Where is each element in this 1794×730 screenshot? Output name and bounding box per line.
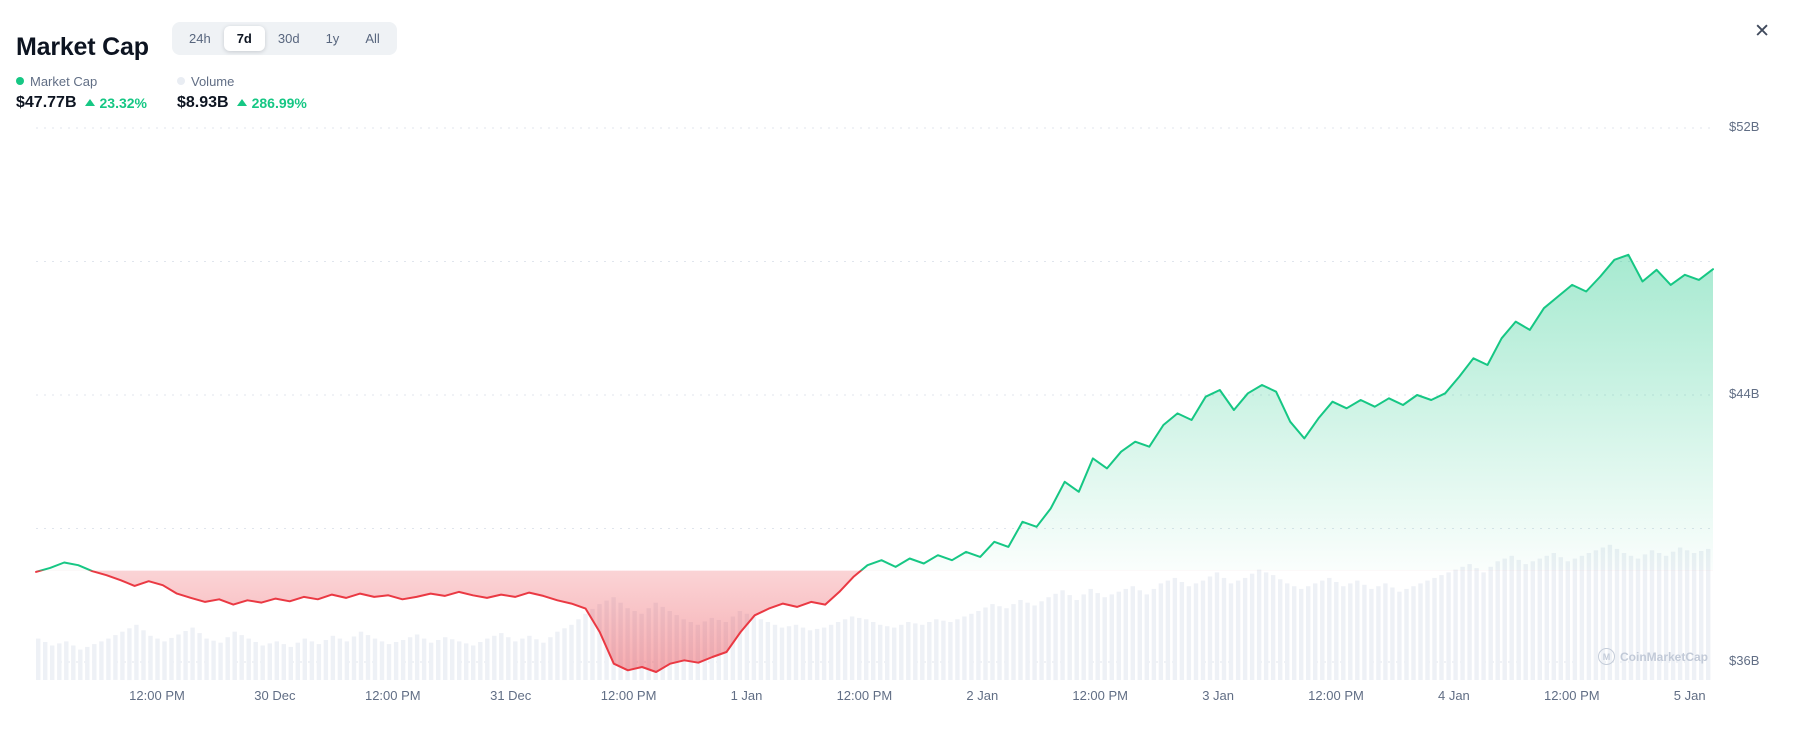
tab-24h[interactable]: 24h [176,26,224,51]
tab-7d[interactable]: 7d [223,26,265,51]
x-tick-label: 12:00 PM [129,688,185,703]
tab-1y[interactable]: 1y [313,26,353,51]
x-tick-label: 12:00 PM [836,688,893,703]
volume-stat: $8.93B 286.99% [177,93,307,113]
y-tick-label: $36B [1729,653,1760,668]
x-axis-labels: 12:00 PM 30 Dec 12:00 PM 31 Dec 12:00 PM 1 Ja… [0,688,1794,708]
x-tick-label: 12:00 PM [364,688,421,703]
x-tick-label: 2 Jan [966,688,999,703]
x-tick-label: 5 Jan [1673,688,1706,703]
watermark-text: CoinMarketCap [1619,649,1708,664]
volume-change: 286.99% [251,95,307,111]
close-icon[interactable]: ✕ [1750,18,1774,45]
legend-volume-label: Volume [191,73,235,89]
legend-volume[interactable]: Volume [177,73,235,89]
time-range-tabs: 24h 7d 30d 1y All [172,22,397,55]
volume-dot-icon [177,77,185,85]
x-tick-label: 12:00 PM [1308,688,1364,703]
page-title: Market Cap [16,32,149,61]
x-tick-label: 30 Dec [254,688,296,703]
coinmarketcap-logo-icon: M [1597,648,1615,665]
volume-value: $8.93B [177,94,229,111]
legend-market-cap[interactable]: Market Cap [16,73,98,89]
market-cap-stat: $47.77B 23.32% [16,93,147,113]
up-caret-icon [84,99,95,106]
legend-market-cap-label: Market Cap [30,73,98,89]
x-tick-label: 3 Jan [1202,688,1234,703]
up-caret-icon [236,99,247,106]
x-tick-label: 12:00 PM [1543,688,1600,703]
x-tick-label: 12:00 PM [1072,688,1129,703]
x-tick-label: 4 Jan [1437,688,1470,703]
y-tick-label: $52B [1729,119,1760,134]
x-tick-label: 1 Jan [730,688,763,703]
tab-30d[interactable]: 30d [265,26,313,51]
market-cap-change: 23.32% [99,95,147,111]
x-tick-label: 31 Dec [490,688,532,703]
tab-all[interactable]: All [352,26,392,51]
coinmarketcap-watermark: M CoinMarketCap [1597,648,1708,665]
market-cap-dot-icon [16,77,24,85]
y-tick-label: $44B [1729,386,1760,401]
market-cap-value: $47.77B [16,94,77,111]
x-tick-label: 12:00 PM [600,688,657,703]
